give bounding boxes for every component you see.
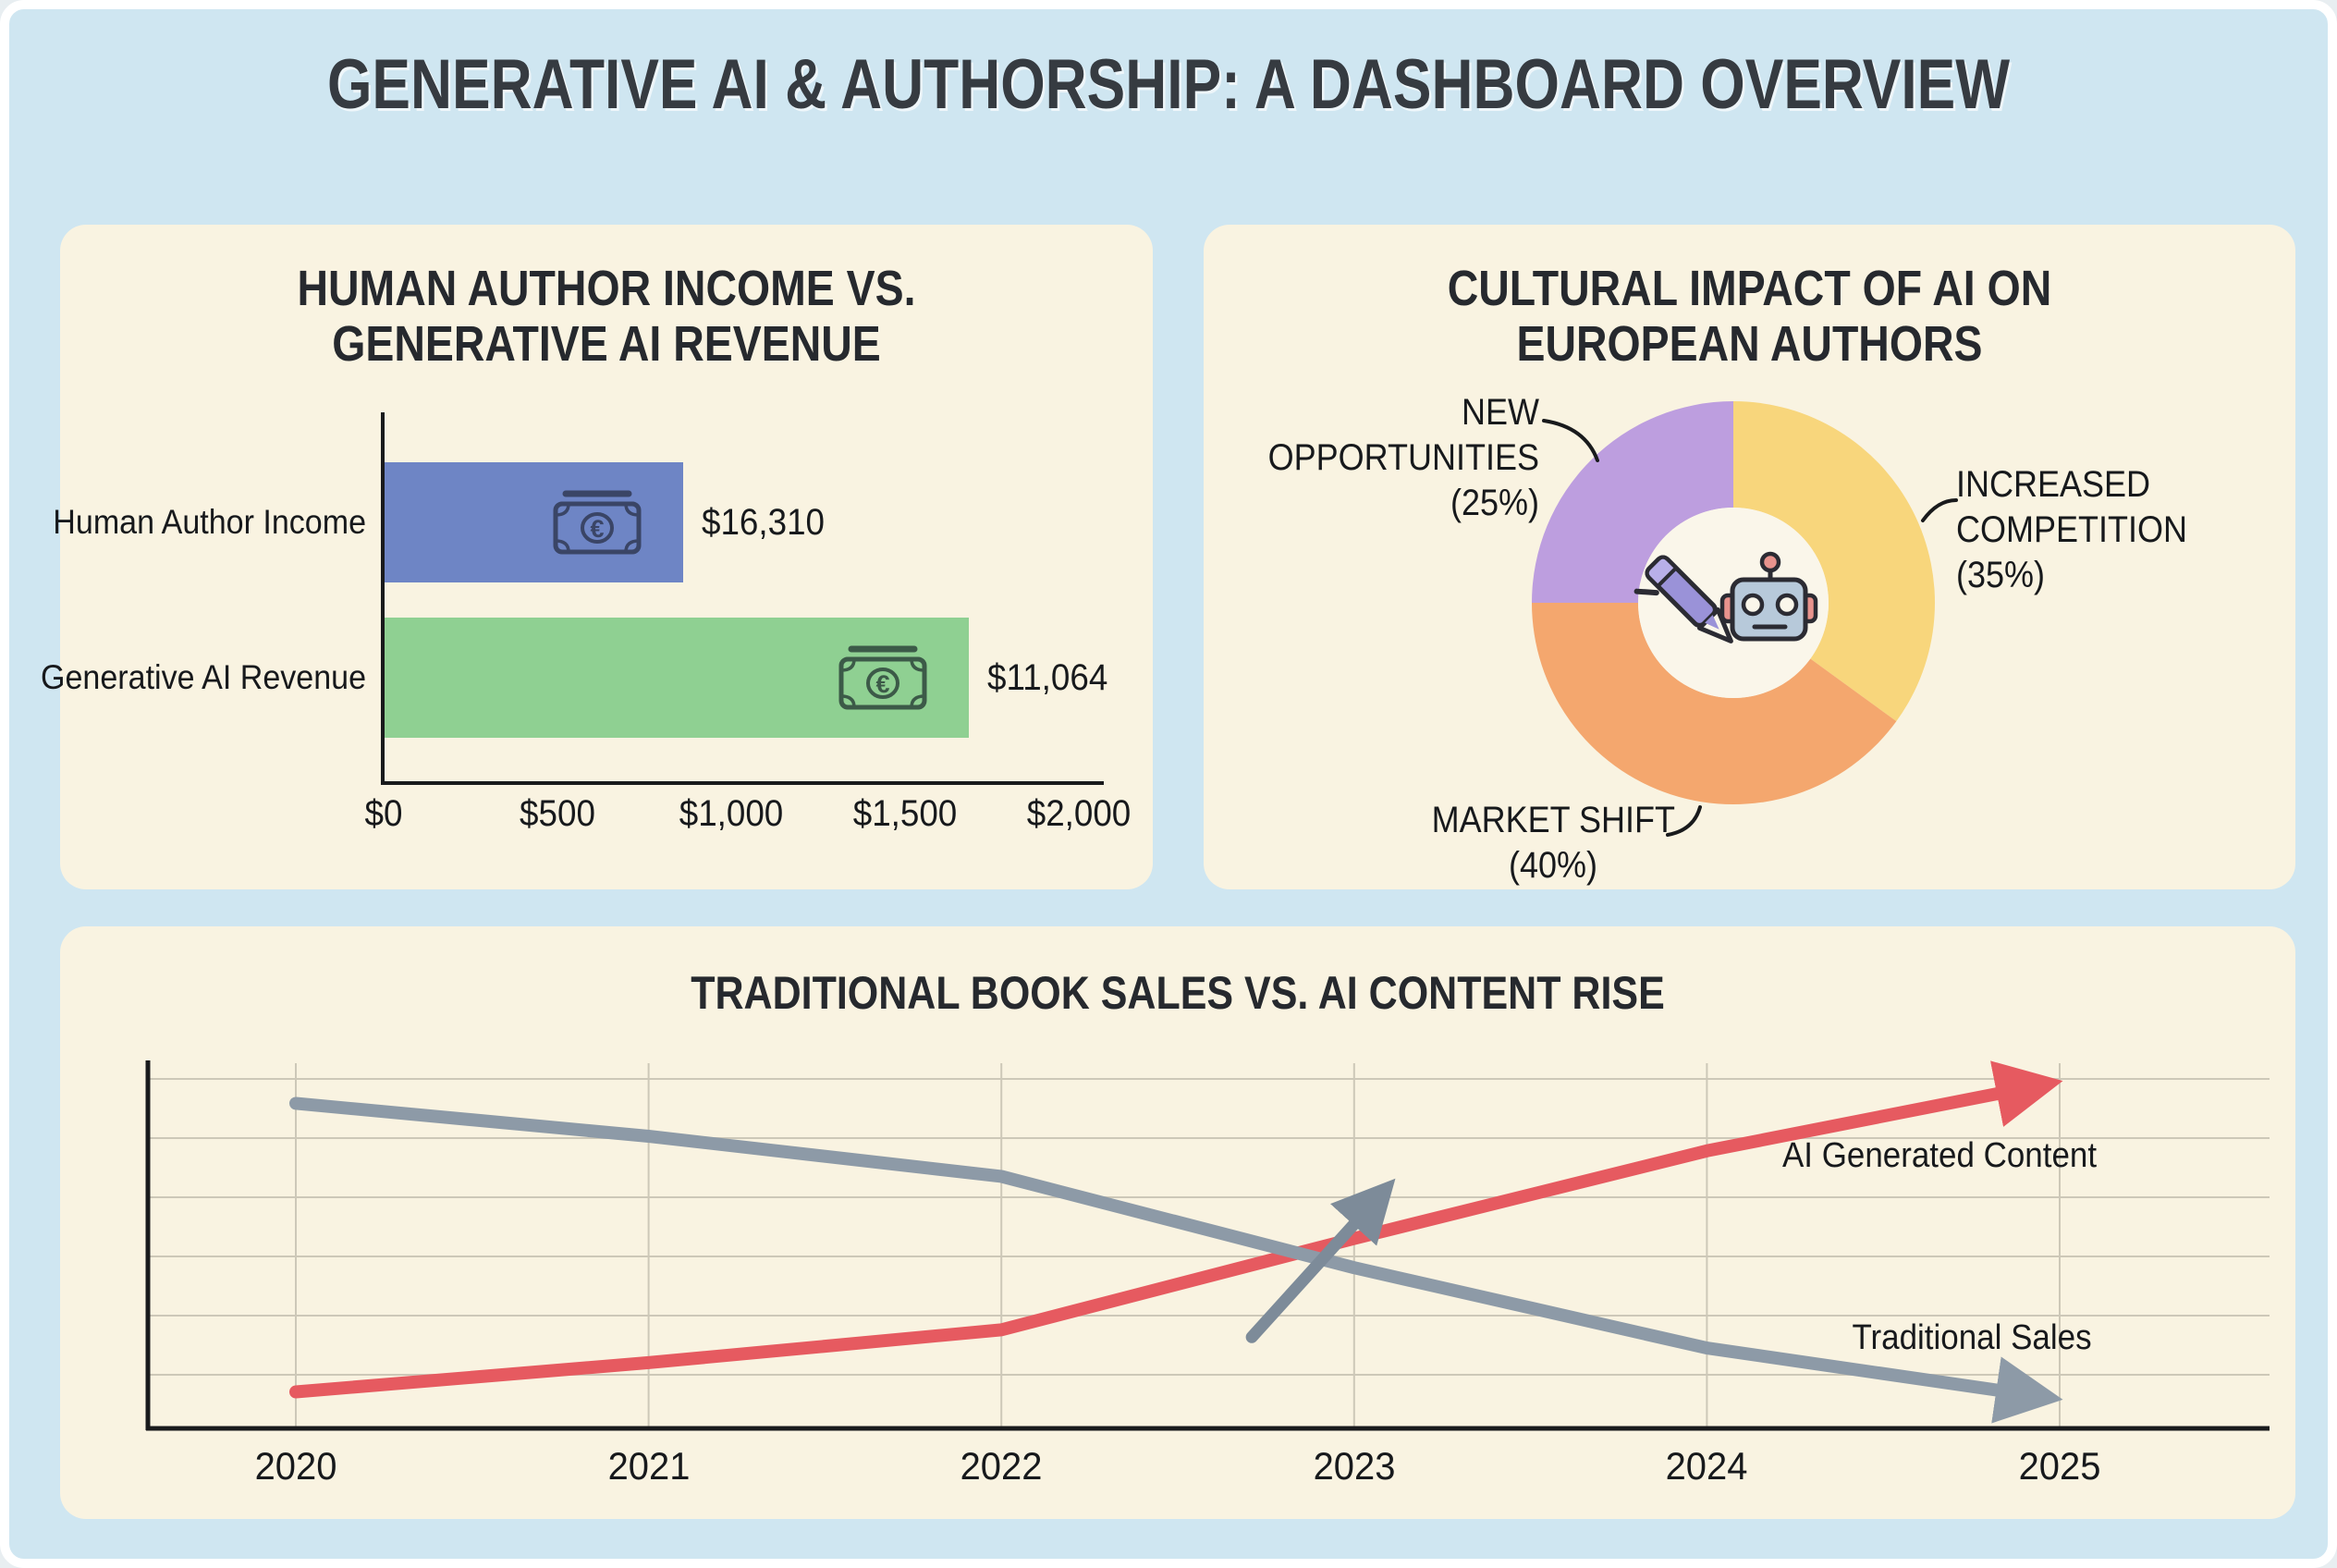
svg-text:€: € — [590, 515, 604, 543]
bar-value-label-human-author-income: $16,310 — [702, 501, 826, 543]
x-tick-2022: 2022 — [960, 1444, 1043, 1488]
impact-chart-title: CULTURAL IMPACT OF AI ON EUROPEAN AUTHOR… — [1280, 261, 2220, 372]
bar-generative-ai-revenue — [385, 618, 969, 738]
euro-banknote-icon: € — [838, 645, 927, 710]
bar-category-label-generative-ai-revenue: Generative AI Revenue — [41, 658, 367, 696]
series-label-traditional-sales: Traditional Sales — [1852, 1318, 2092, 1358]
euro-banknote-icon: € — [553, 490, 642, 555]
donut-label-new-opportunities-pct: (25%) — [1450, 483, 1539, 523]
x-tick-2023: 2023 — [1313, 1444, 1396, 1488]
donut-label-increased-competition-text: INCREASED COMPETITION — [1956, 464, 2188, 550]
donut-label-increased-competition-pct: (35%) — [1956, 555, 2046, 595]
donut-label-market-shift: MARKET SHIFT (40%) — [1387, 798, 1719, 888]
donut-label-market-shift-text: MARKET SHIFT — [1431, 800, 1675, 840]
bar-x-tick-1-500: $1,500 — [852, 793, 958, 834]
bar-x-tick-500: $500 — [520, 793, 595, 834]
income-chart-title-line1: HUMAN AUTHOR INCOME VS. — [297, 261, 916, 316]
donut-label-new-opportunities-text: NEW OPPORTUNITIES — [1267, 392, 1539, 478]
impact-chart-title-line1: CULTURAL IMPACT OF AI ON — [1447, 261, 2052, 316]
bar-human-author-income — [385, 462, 683, 582]
bar-chart-y-axis — [381, 412, 385, 785]
sales-chart-title: TRADITIONAL BOOK SALES VS. AI CONTENT RI… — [691, 967, 1665, 1019]
income-chart-title-line2: GENERATIVE AI REVENUE — [332, 316, 881, 372]
x-tick-2025: 2025 — [2018, 1444, 2101, 1488]
donut-label-new-opportunities: NEW OPPORTUNITIES (25%) — [1265, 390, 1539, 526]
donut-label-market-shift-pct: (40%) — [1508, 845, 1598, 886]
x-tick-2024: 2024 — [1666, 1444, 1748, 1488]
bar-value-label-generative-ai-revenue: $11,064 — [987, 656, 1108, 698]
series-label-ai-generated-content: AI Generated Content — [1782, 1135, 2098, 1175]
impact-chart-title-line2: EUROPEAN AUTHORS — [1516, 316, 1983, 372]
bar-x-tick-0: $0 — [364, 793, 403, 834]
svg-text:€: € — [875, 670, 889, 698]
page-title: GENERATIVE AI & AUTHORSHIP: A DASHBOARD … — [326, 45, 2011, 124]
bar-x-tick-2-000: $2,000 — [1026, 793, 1132, 834]
x-tick-2020: 2020 — [254, 1444, 337, 1488]
x-tick-2021: 2021 — [607, 1444, 690, 1488]
bar-chart-x-axis — [381, 781, 1104, 785]
donut-label-increased-competition: INCREASED COMPETITION (35%) — [1956, 462, 2222, 598]
income-chart-title: HUMAN AUTHOR INCOME VS. GENERATIVE AI RE… — [137, 261, 1077, 372]
bar-x-tick-1-000: $1,000 — [679, 793, 784, 834]
bar-category-label-human-author-income: Human Author Income — [53, 503, 367, 541]
